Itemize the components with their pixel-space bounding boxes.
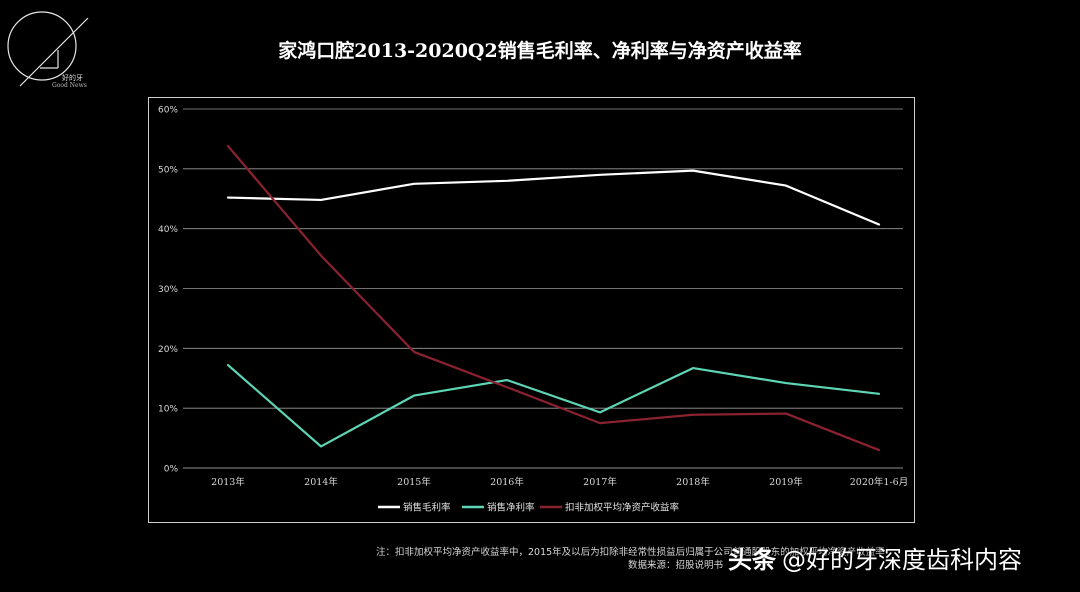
x-tick-label: 2013年 — [211, 476, 245, 488]
legend-label: 销售毛利率 — [403, 502, 451, 514]
x-tick-label: 2016年 — [490, 476, 524, 488]
y-tick-label: 60% — [158, 106, 178, 116]
data-source: 数据来源：招股说明书 — [628, 560, 724, 571]
x-tick-label: 2014年 — [304, 476, 338, 488]
y-tick-label: 20% — [158, 345, 178, 355]
y-tick-label: 10% — [158, 405, 178, 415]
x-tick-label: 2017年 — [583, 476, 617, 488]
footnote: 注：扣非加权平均净资产收益率中，2015年及以后为扣除非经常性损益后归属于公司普… — [376, 547, 885, 558]
logo — [6, 8, 96, 92]
series-line-1 — [226, 363, 881, 448]
legend-label: 销售净利率 — [487, 502, 535, 514]
x-tick-label: 2019年 — [769, 476, 803, 488]
series-line-2 — [226, 144, 881, 452]
series-lines — [226, 144, 881, 452]
x-tick-label: 2020年1-6月 — [850, 476, 908, 488]
y-tick-label: 0% — [164, 465, 179, 475]
y-tick-label: 40% — [158, 225, 178, 235]
watermark: 头条 @好的牙深度齿科内容 — [728, 540, 1022, 575]
y-axis: 0% 10% 20% 30% 40% 50% 60% — [158, 106, 178, 475]
logo-mark-icon — [7, 11, 89, 87]
watermark-handle: @好的牙深度齿科内容 — [782, 546, 1022, 574]
series-line-0 — [226, 169, 881, 226]
legend-label: 扣非加权平均净资产收益率 — [565, 502, 680, 514]
x-tick-label: 2015年 — [397, 476, 431, 488]
logo-text-en: Good News — [52, 82, 87, 89]
chart-frame — [148, 97, 915, 523]
watermark-brand: 头条 — [728, 546, 776, 574]
chart-title: 家鸿口腔2013-2020Q2销售毛利率、净利率与净资产收益率 — [278, 40, 802, 62]
grid-lines — [183, 108, 903, 469]
logo-text-cn: 好的牙 — [62, 74, 83, 82]
x-tick-label: 2018年 — [676, 476, 710, 488]
x-axis: 2013年 2014年 2015年 2016年 2017年 2018年 2019年 2020年… — [211, 476, 908, 488]
y-tick-label: 50% — [158, 165, 178, 175]
y-tick-label: 30% — [158, 285, 178, 295]
legend: 销售毛利率 销售净利率 扣非加权平均净资产收益率 — [378, 502, 680, 514]
